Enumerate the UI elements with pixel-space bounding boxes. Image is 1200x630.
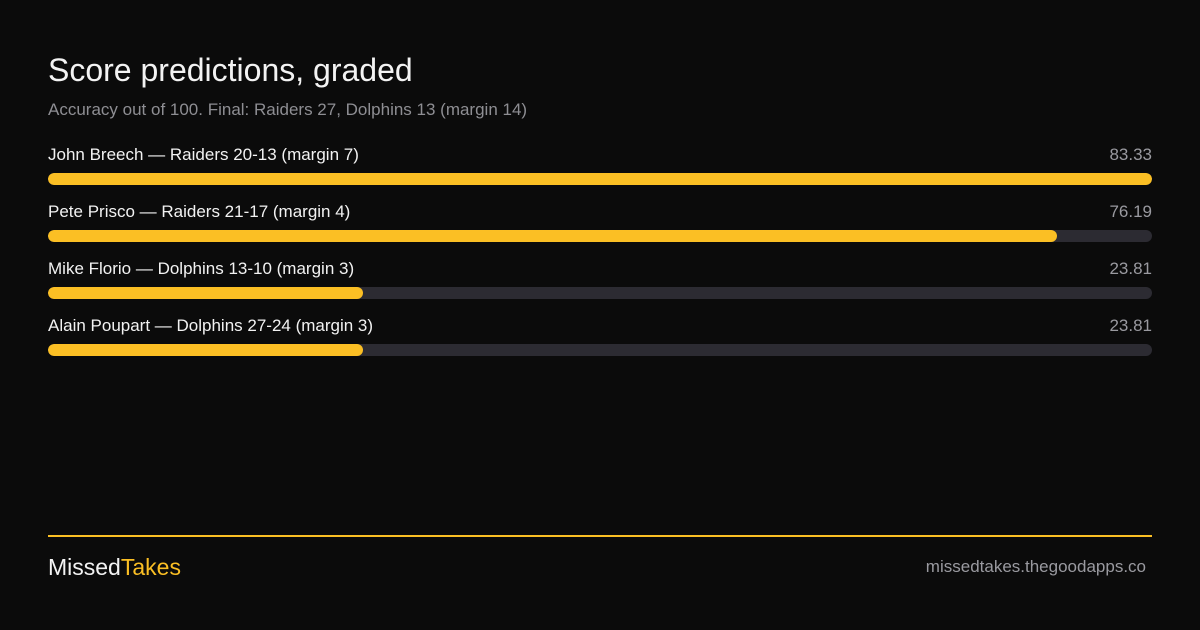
- brand-name-part-takes: Takes: [120, 554, 181, 580]
- accuracy-bar: [48, 173, 1152, 185]
- accuracy-bar-track: [48, 230, 1152, 242]
- brand-name-part-missed: Missed: [48, 554, 121, 580]
- prediction-row: John Breech — Raiders 20-13 (margin 7) 83…: [48, 143, 1152, 200]
- prediction-row: Alain Poupart — Dolphins 27-24 (margin 3…: [48, 314, 1152, 371]
- prediction-row: Pete Prisco — Raiders 21-17 (margin 4) 76…: [48, 200, 1152, 257]
- chart-title: Score predictions, graded: [48, 52, 413, 88]
- prediction-label: John Breech — Raiders 20-13 (margin 7): [48, 145, 359, 164]
- accuracy-value-label: 76.19: [1109, 202, 1152, 221]
- prediction-row: Mike Florio — Dolphins 13-10 (margin 3) 2…: [48, 257, 1152, 314]
- accuracy-value-label: 23.81: [1109, 316, 1152, 335]
- accuracy-value-label: 83.33: [1109, 145, 1152, 164]
- accuracy-bar: [48, 230, 1058, 242]
- accuracy-value-label: 23.81: [1109, 259, 1152, 278]
- accuracy-bar-track: [48, 173, 1152, 185]
- accuracy-bar-track: [48, 344, 1152, 356]
- brand-logo: MissedTakes: [48, 552, 181, 582]
- chart-subtitle: Accuracy out of 100. Final: Raiders 27, …: [48, 100, 528, 119]
- accuracy-bar: [48, 287, 364, 299]
- accuracy-bar: [48, 344, 364, 356]
- prediction-label: Mike Florio — Dolphins 13-10 (margin 3): [48, 259, 355, 278]
- site-url: missedtakes.thegoodapps.co: [925, 557, 1146, 576]
- accuracy-bar-track: [48, 287, 1152, 299]
- prediction-bar-list: John Breech — Raiders 20-13 (margin 7) 83…: [48, 143, 1152, 371]
- footer-divider: [48, 535, 1152, 537]
- prediction-label: Pete Prisco — Raiders 21-17 (margin 4): [48, 202, 351, 221]
- prediction-label: Alain Poupart — Dolphins 27-24 (margin 3…: [48, 316, 374, 335]
